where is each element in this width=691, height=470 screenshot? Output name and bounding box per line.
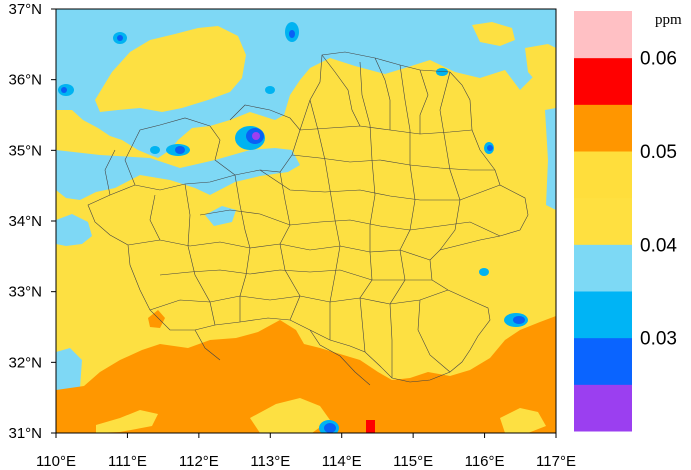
colorbar-swatch-lt-0.025 bbox=[574, 384, 632, 432]
colorbar-tick-label: 0.06 bbox=[640, 49, 677, 70]
x-tick-label: 113°E bbox=[250, 453, 290, 470]
low-ozone-band bbox=[56, 148, 300, 200]
colorbar-swatch-0.025-0.03 bbox=[574, 337, 632, 385]
mid-ozone-patch-south-c bbox=[500, 408, 546, 433]
high-ozone-region-south bbox=[56, 316, 556, 433]
low-ozone-patch-southwest bbox=[56, 348, 82, 394]
x-tick-label: 115°E bbox=[393, 453, 433, 470]
map-plot-area bbox=[56, 9, 556, 433]
low-ozone-patch-central bbox=[205, 206, 236, 226]
lowest-ozone-spot bbox=[252, 132, 260, 140]
high-ozone-spot-west bbox=[148, 310, 165, 328]
x-tick-label: 117°E bbox=[536, 453, 576, 470]
x-tick-label: 111°E bbox=[108, 453, 147, 470]
y-tick-label: 31°N bbox=[8, 425, 42, 442]
administrative-boundaries bbox=[87, 51, 529, 386]
colorbar-swatch-0.035-0.04 bbox=[574, 244, 632, 292]
x-axis: 110°E 111°E 112°E 113°E 114°E 115°E 116°E 117°E bbox=[36, 433, 576, 470]
x-tick-label: 110°E bbox=[36, 453, 76, 470]
colorbar-tick-label: 0.03 bbox=[640, 329, 677, 350]
low-ozone-region-west bbox=[56, 214, 92, 246]
y-tick-label: 37°N bbox=[8, 1, 42, 18]
colorbar-swatch-0.055-0.06 bbox=[574, 57, 632, 105]
x-tick-label: 112°E bbox=[179, 453, 219, 470]
colorbar-swatch-0.04-0.045 bbox=[574, 197, 632, 245]
mid-ozone-patch-south-b bbox=[250, 398, 330, 433]
y-tick-label: 33°N bbox=[8, 284, 42, 301]
colorbar: 0.03 0.04 0.05 0.06 bbox=[574, 11, 677, 432]
highest-ozone-spot bbox=[366, 420, 375, 433]
colorbar-swatch-0.045-0.05 bbox=[574, 151, 632, 199]
high-ozone-patch-east bbox=[525, 44, 556, 86]
x-tick-label: 116°E bbox=[465, 453, 505, 470]
y-tick-label: 34°N bbox=[8, 213, 42, 230]
colorbar-tick-label: 0.04 bbox=[640, 235, 677, 256]
low-ozone-strip-east bbox=[545, 108, 556, 210]
y-tick-label: 32°N bbox=[8, 354, 42, 371]
high-ozone-patch-northeast bbox=[472, 22, 515, 46]
mid-ozone-patch-south-a bbox=[96, 410, 158, 433]
colorbar-swatch-gt-0.06 bbox=[574, 11, 632, 59]
y-axis: 31°N 32°N 33°N 34°N 35°N 36°N 37°N bbox=[8, 1, 56, 442]
colorbar-swatch-0.03-0.035 bbox=[574, 291, 632, 339]
colorbar-tick-label: 0.05 bbox=[640, 142, 677, 163]
colorbar-swatch-0.05-0.055 bbox=[574, 104, 632, 152]
y-tick-label: 36°N bbox=[8, 72, 42, 89]
y-tick-label: 35°N bbox=[8, 142, 42, 159]
high-ozone-patch-northwest bbox=[95, 26, 246, 112]
x-tick-label: 114°E bbox=[322, 453, 362, 470]
colorbar-unit: ppm bbox=[655, 12, 682, 28]
